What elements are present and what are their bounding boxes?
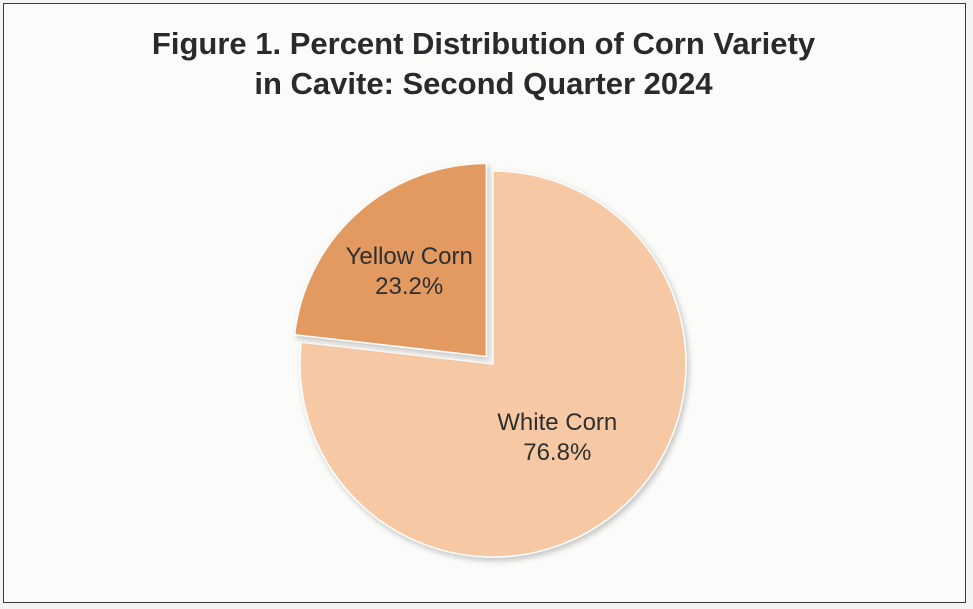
pie-label-white-corn: White Corn 76.8%	[497, 409, 617, 466]
pie-label-category: White Corn	[497, 409, 617, 436]
pie-slice-white-corn	[299, 170, 687, 558]
pie-slice-yellow-corn	[293, 162, 488, 358]
pie-labels: White Corn 76.8% Yellow Corn 23.2%	[346, 243, 618, 466]
pie-label-value: 76.8%	[523, 439, 591, 466]
chart-title-line-2: in Cavite: Second Quarter 2024	[254, 66, 713, 101]
pie-label-yellow-corn: Yellow Corn 23.2%	[346, 243, 473, 300]
chart-title: Figure 1. Percent Distribution of Corn V…	[0, 24, 967, 104]
pie-label-category: Yellow Corn	[346, 243, 473, 270]
pie-slices	[293, 162, 687, 558]
chart-title-line-1: Figure 1. Percent Distribution of Corn V…	[151, 26, 816, 61]
pie-label-value: 23.2%	[375, 273, 443, 300]
